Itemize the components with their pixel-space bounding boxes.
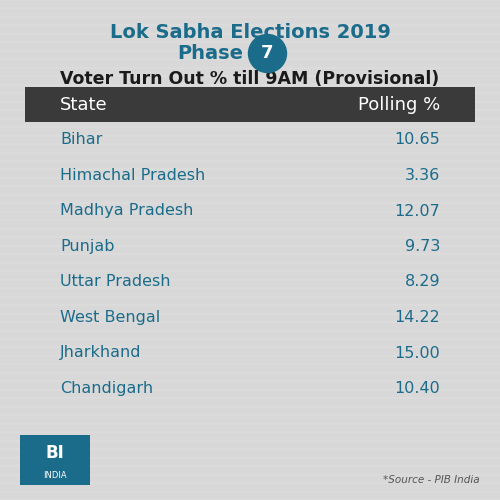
Text: 7: 7 bbox=[261, 44, 274, 62]
Circle shape bbox=[248, 34, 286, 72]
Text: 15.00: 15.00 bbox=[394, 346, 440, 360]
Text: 3.36: 3.36 bbox=[405, 168, 440, 183]
Text: Jharkhand: Jharkhand bbox=[60, 346, 142, 360]
Text: Punjab: Punjab bbox=[60, 239, 114, 254]
Text: 14.22: 14.22 bbox=[394, 310, 440, 325]
Text: 8.29: 8.29 bbox=[404, 274, 440, 289]
Text: Chandigarh: Chandigarh bbox=[60, 381, 153, 396]
FancyBboxPatch shape bbox=[25, 87, 475, 122]
Text: 9.73: 9.73 bbox=[404, 239, 440, 254]
Text: *Source - PIB India: *Source - PIB India bbox=[384, 475, 480, 485]
Text: BI: BI bbox=[46, 444, 64, 462]
Text: 12.07: 12.07 bbox=[394, 204, 440, 218]
Text: Madhya Pradesh: Madhya Pradesh bbox=[60, 204, 194, 218]
Text: Uttar Pradesh: Uttar Pradesh bbox=[60, 274, 170, 289]
Text: State: State bbox=[60, 96, 108, 114]
Text: Himachal Pradesh: Himachal Pradesh bbox=[60, 168, 206, 183]
FancyBboxPatch shape bbox=[20, 435, 90, 485]
Text: Lok Sabha Elections 2019: Lok Sabha Elections 2019 bbox=[110, 23, 390, 42]
Text: 10.65: 10.65 bbox=[394, 132, 440, 148]
Text: Phase: Phase bbox=[177, 44, 243, 63]
Text: Polling %: Polling % bbox=[358, 96, 440, 114]
Text: INDIA: INDIA bbox=[43, 470, 67, 480]
Text: Voter Turn Out % till 9AM (Provisional): Voter Turn Out % till 9AM (Provisional) bbox=[60, 70, 440, 87]
Text: West Bengal: West Bengal bbox=[60, 310, 160, 325]
Text: Bihar: Bihar bbox=[60, 132, 102, 148]
Text: 10.40: 10.40 bbox=[394, 381, 440, 396]
